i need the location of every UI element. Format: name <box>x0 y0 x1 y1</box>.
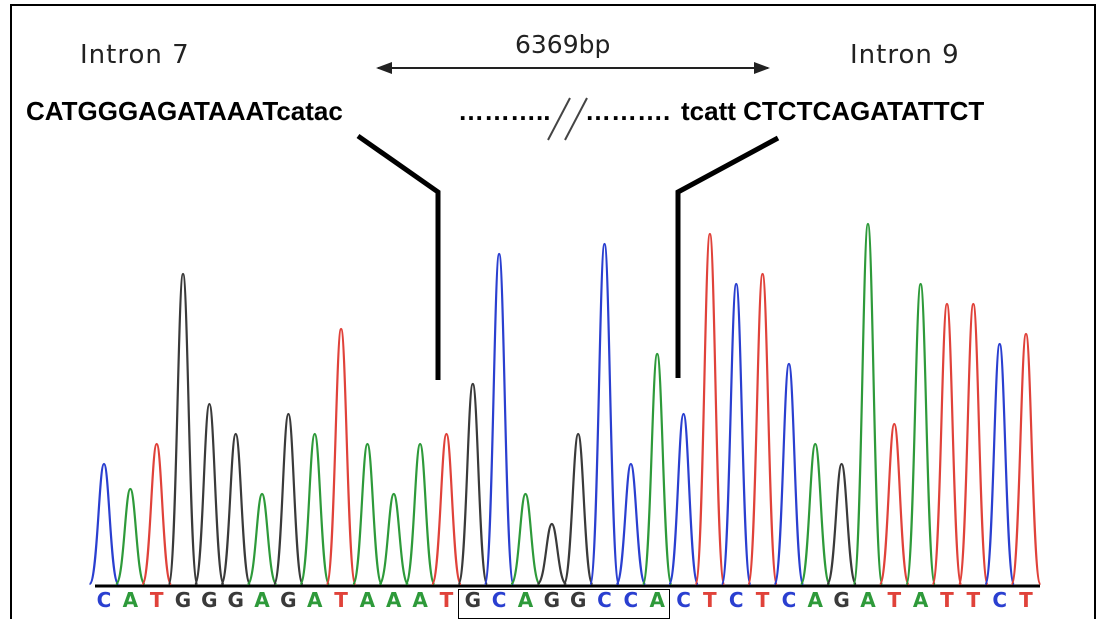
base-call: G <box>464 588 481 612</box>
base-call: T <box>149 588 164 612</box>
base-call: C <box>676 588 691 612</box>
trace-peak <box>299 432 331 586</box>
trace-peak <box>667 412 700 586</box>
trace-peak <box>88 462 120 586</box>
trace-peak <box>931 302 963 586</box>
trace-peak <box>1010 332 1042 586</box>
trace-peak <box>588 242 621 586</box>
base-call: A <box>517 588 534 612</box>
figure-frame <box>10 4 1096 619</box>
trace-peak <box>641 352 673 586</box>
base-call: C <box>992 588 1007 612</box>
left-ellipsis: ……….. <box>458 96 551 126</box>
trace-peak <box>826 462 858 586</box>
base-call: A <box>254 588 270 612</box>
trace-peak <box>220 432 252 586</box>
trace-peak <box>773 362 805 586</box>
trace-peak <box>720 282 752 586</box>
intron-9-label: Intron 9 <box>850 40 960 70</box>
base-call: G <box>280 588 297 612</box>
intron-7-label: Intron 7 <box>80 40 190 70</box>
base-call: A <box>649 588 665 612</box>
base-call: T <box>887 588 902 612</box>
base-call: G <box>569 588 587 612</box>
trace-peak <box>378 492 410 586</box>
right-intronic-bases: tcatt <box>681 96 736 126</box>
deletion-size-label: 6369bp <box>515 30 611 59</box>
trace-peak <box>905 282 937 586</box>
base-call: C <box>96 588 112 612</box>
base-call: C <box>728 588 744 612</box>
base-call: T <box>966 588 981 612</box>
base-call: A <box>412 588 428 612</box>
right-exonic-bases: CTCTCAGATATTCT <box>743 96 985 126</box>
base-call: A <box>359 588 376 612</box>
base-call: A <box>306 588 323 612</box>
trace-peak <box>351 442 383 586</box>
trace-peak <box>984 342 1016 586</box>
trace-peak <box>562 432 594 586</box>
base-call: A <box>807 588 823 612</box>
base-call: T <box>439 588 454 612</box>
base-call: G <box>201 588 218 612</box>
trace-peak <box>141 442 173 586</box>
base-call: A <box>860 588 876 612</box>
base-call: C <box>781 588 797 612</box>
base-call: A <box>386 588 402 612</box>
trace-peak <box>747 272 779 586</box>
trace-peak <box>246 492 278 586</box>
base-call: G <box>833 588 850 612</box>
base-call: C <box>597 588 612 612</box>
trace-peak <box>272 412 304 586</box>
base-call: C <box>491 588 507 612</box>
trace-peak <box>167 272 199 586</box>
trace-peak <box>404 442 436 586</box>
trace-peak <box>878 422 910 586</box>
left-breakpoint-pointer <box>356 133 441 380</box>
trace-peak <box>193 402 225 586</box>
base-call: A <box>912 588 929 612</box>
trace-peak <box>852 222 884 586</box>
break-mark-icon <box>547 97 588 141</box>
base-call: C <box>623 588 639 612</box>
left-exonic-bases: CATGGGAGATAAAT <box>26 96 277 126</box>
trace-peak <box>457 382 489 586</box>
base-call: T <box>334 588 348 612</box>
base-call: T <box>755 588 770 612</box>
right-ellipsis: ………. <box>585 96 671 126</box>
trace-peak <box>430 432 463 586</box>
base-call: A <box>122 588 139 612</box>
trace-peak <box>694 232 726 586</box>
trace-peak <box>615 462 647 586</box>
trace-peak <box>483 252 515 586</box>
left-exonic-sequence: CATGGGAGATAAATcatac <box>26 96 343 127</box>
right-sequence: tcatt CTCTCAGATATTCT <box>681 96 984 127</box>
chromatogram-traces <box>88 222 1042 586</box>
base-call: T <box>940 588 954 612</box>
trace-peak <box>114 487 146 586</box>
trace-peak <box>799 442 831 586</box>
inserted-sequence-box <box>458 589 670 619</box>
trace-peak <box>536 522 568 586</box>
trace-peak <box>957 302 989 586</box>
trace-peak <box>325 327 357 586</box>
base-call: T <box>703 588 717 612</box>
base-call: T <box>1019 588 1033 612</box>
left-intronic-bases: catac <box>276 96 343 126</box>
right-breakpoint-pointer <box>675 135 780 378</box>
base-call: G <box>174 588 192 612</box>
deletion-span-arrow <box>376 62 770 74</box>
base-call: G <box>227 588 244 612</box>
base-call: G <box>543 588 561 612</box>
trace-peak <box>509 492 542 586</box>
